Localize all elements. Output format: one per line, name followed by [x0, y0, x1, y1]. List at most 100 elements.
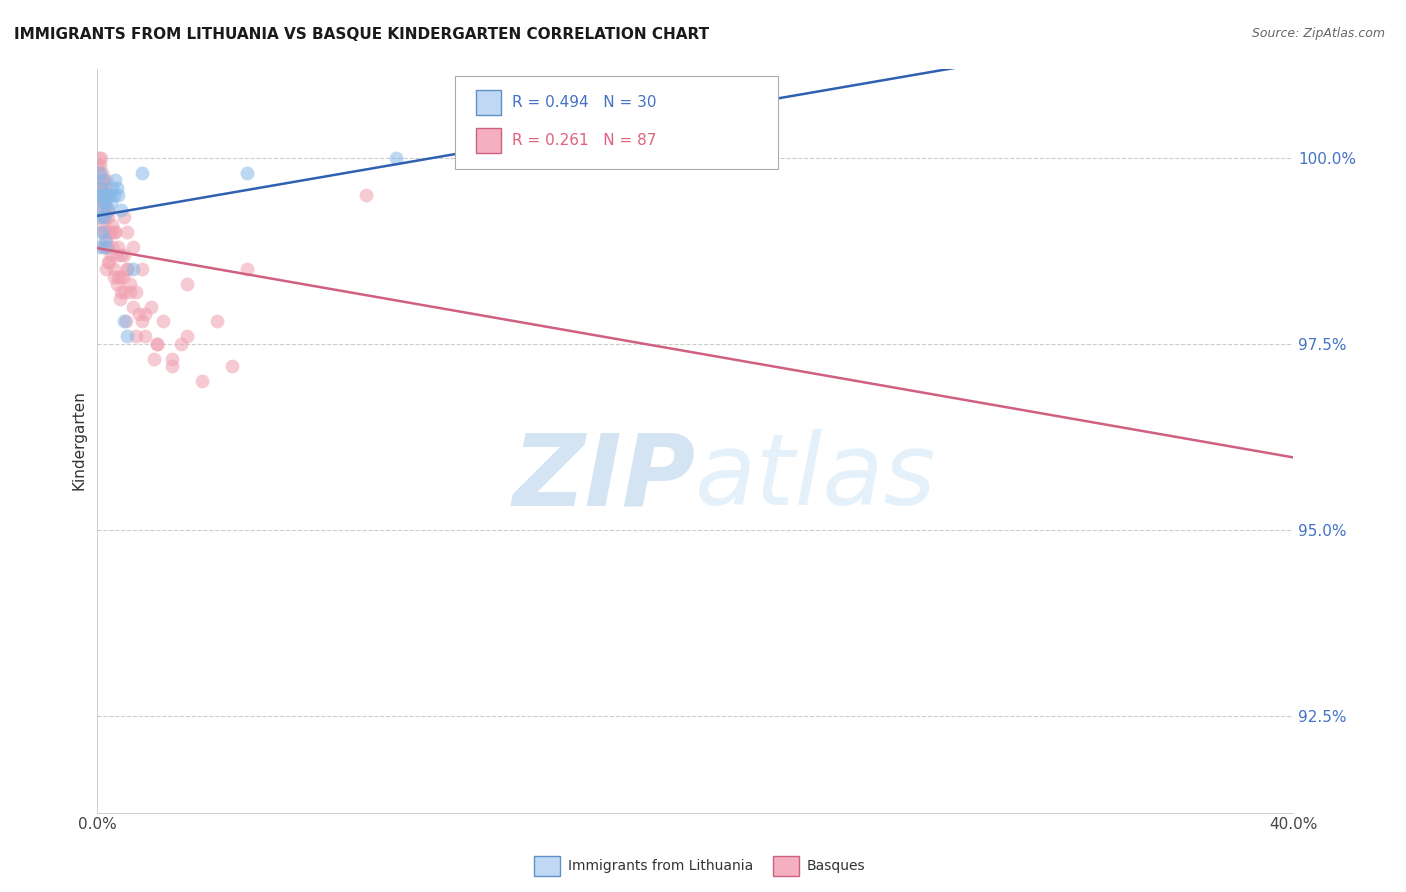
Point: [94, 202, 117, 217]
Point: [112, 211, 135, 225]
Point: [98, 188, 121, 202]
Point: [236, 262, 259, 277]
Point: [93, 240, 115, 254]
Point: [97, 240, 120, 254]
Point: [98, 255, 121, 269]
Point: [125, 329, 148, 343]
Point: [89, 173, 111, 187]
Point: [97, 255, 120, 269]
Point: [104, 173, 127, 187]
Point: [107, 269, 129, 284]
Point: [91, 195, 114, 210]
Point: [104, 225, 127, 239]
Point: [91, 173, 114, 187]
Point: [108, 292, 131, 306]
Point: [91, 218, 114, 232]
Point: [191, 374, 214, 388]
Point: [96, 211, 118, 225]
Point: [131, 166, 153, 180]
Point: [89, 158, 111, 172]
Point: [91, 211, 114, 225]
Text: IMMIGRANTS FROM LITHUANIA VS BASQUE KINDERGARTEN CORRELATION CHART: IMMIGRANTS FROM LITHUANIA VS BASQUE KIND…: [14, 27, 709, 42]
Point: [115, 262, 138, 277]
Point: [90, 180, 112, 194]
Point: [356, 188, 378, 202]
Point: [94, 262, 117, 277]
Point: [160, 359, 183, 373]
Point: [131, 262, 153, 277]
Point: [89, 188, 111, 202]
Point: [122, 300, 145, 314]
Point: [90, 166, 112, 180]
Point: [89, 211, 111, 225]
Point: [103, 262, 125, 277]
Point: [143, 351, 166, 366]
Point: [221, 359, 243, 373]
Point: [91, 211, 114, 225]
Point: [89, 240, 111, 254]
Point: [111, 269, 134, 284]
Point: [128, 307, 150, 321]
Text: atlas: atlas: [695, 429, 936, 526]
Point: [120, 285, 142, 299]
Point: [98, 188, 121, 202]
Point: [176, 277, 198, 292]
Point: [105, 180, 128, 194]
Point: [89, 166, 111, 180]
Point: [160, 351, 183, 366]
Point: [131, 314, 153, 328]
Point: [100, 247, 122, 261]
Y-axis label: Kindergarten: Kindergarten: [72, 391, 86, 491]
Point: [103, 269, 125, 284]
Point: [93, 195, 115, 210]
Point: [90, 151, 112, 165]
Point: [96, 233, 118, 247]
Text: R = 0.494   N = 30: R = 0.494 N = 30: [513, 95, 657, 110]
Point: [94, 188, 117, 202]
Point: [90, 225, 112, 239]
Text: ZIP: ZIP: [512, 429, 695, 526]
Point: [94, 195, 117, 210]
Point: [101, 218, 124, 232]
Point: [97, 202, 120, 217]
Point: [90, 202, 112, 217]
Point: [100, 195, 122, 210]
Point: [91, 202, 114, 217]
Point: [125, 285, 148, 299]
Text: Source: ZipAtlas.com: Source: ZipAtlas.com: [1251, 27, 1385, 40]
Point: [115, 262, 138, 277]
Point: [105, 277, 128, 292]
Point: [236, 166, 259, 180]
Point: [87, 188, 110, 202]
Point: [104, 225, 127, 239]
Point: [141, 300, 163, 314]
Point: [97, 202, 120, 217]
Point: [101, 240, 124, 254]
Point: [101, 180, 124, 194]
Point: [146, 336, 169, 351]
Point: [112, 314, 135, 328]
Point: [90, 188, 112, 202]
Point: [122, 262, 145, 277]
Point: [170, 336, 193, 351]
Point: [94, 225, 117, 239]
Point: [94, 180, 117, 194]
Point: [90, 180, 112, 194]
Text: Immigrants from Lithuania: Immigrants from Lithuania: [568, 859, 754, 873]
Point: [146, 336, 169, 351]
Point: [91, 173, 114, 187]
Point: [110, 202, 132, 217]
Point: [96, 240, 118, 254]
Point: [97, 211, 120, 225]
Point: [90, 195, 112, 210]
Point: [91, 188, 114, 202]
Text: Basques: Basques: [807, 859, 866, 873]
Point: [122, 240, 145, 254]
Point: [103, 188, 125, 202]
Point: [96, 173, 118, 187]
Point: [134, 329, 156, 343]
Point: [98, 225, 121, 239]
Point: [107, 240, 129, 254]
Point: [120, 277, 142, 292]
Point: [115, 329, 138, 343]
